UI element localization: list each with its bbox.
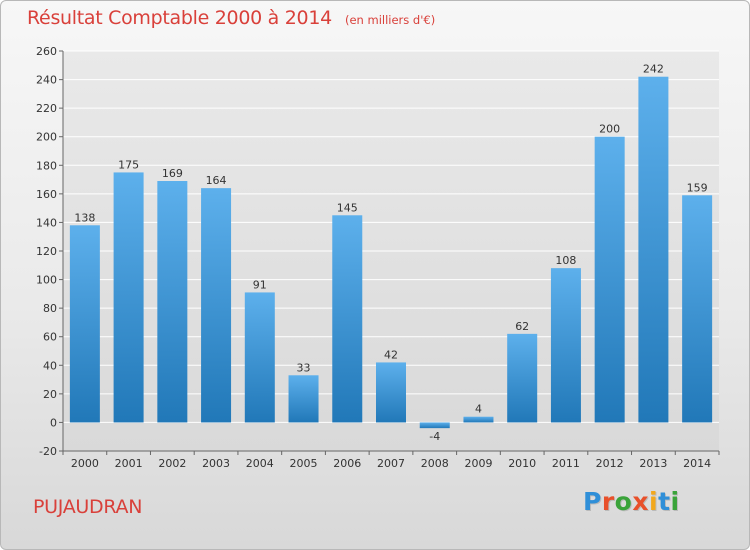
value-label-2013: 242 bbox=[643, 63, 664, 76]
y-tick-label: 80 bbox=[43, 302, 57, 315]
x-tick-label: 2000 bbox=[71, 457, 99, 470]
y-tick-label: 180 bbox=[36, 159, 57, 172]
brand-letter: x bbox=[632, 487, 649, 516]
y-tick-label: 100 bbox=[36, 274, 57, 287]
x-tick-label: 2001 bbox=[115, 457, 143, 470]
value-label-2000: 138 bbox=[74, 211, 95, 224]
x-tick-label: 2003 bbox=[202, 457, 230, 470]
bar-2006 bbox=[332, 215, 363, 423]
y-tick-label: 240 bbox=[36, 74, 57, 87]
bar-2010 bbox=[507, 333, 538, 423]
x-tick-label: 2005 bbox=[290, 457, 318, 470]
x-tick-label: 2002 bbox=[158, 457, 186, 470]
brand-letter: r bbox=[601, 487, 615, 516]
x-tick-label: 2006 bbox=[333, 457, 361, 470]
brand-letter: i bbox=[670, 487, 680, 516]
y-tick-label: 260 bbox=[36, 45, 57, 58]
bar-2000 bbox=[69, 225, 100, 423]
x-tick-label: 2004 bbox=[246, 457, 274, 470]
value-labels: 138 175 169 164 91 33 145 42 -4 4 62 108 200 242 159 bbox=[74, 63, 707, 443]
bar-2012 bbox=[594, 136, 625, 423]
bar-2001 bbox=[113, 172, 144, 423]
commune-name: PUJAUDRAN bbox=[33, 496, 143, 518]
y-axis-ticks: -20 0 20 40 60 80 100 120 140 160 180 200 220 240 260 bbox=[36, 45, 63, 458]
x-tick-label: 2010 bbox=[508, 457, 536, 470]
value-label-2005: 33 bbox=[297, 361, 311, 374]
value-label-2011: 108 bbox=[555, 254, 576, 267]
y-tick-label: -20 bbox=[39, 445, 57, 458]
value-label-2012: 200 bbox=[599, 123, 620, 136]
bar-2011 bbox=[550, 268, 581, 423]
x-tick-label: 2008 bbox=[421, 457, 449, 470]
y-tick-label: 20 bbox=[43, 388, 57, 401]
title-row: Résultat Comptable 2000 à 2014 (en milli… bbox=[27, 7, 435, 29]
value-label-2007: 42 bbox=[384, 348, 398, 361]
x-tick-label: 2009 bbox=[464, 457, 492, 470]
brand-letter: P bbox=[583, 487, 602, 516]
x-tick-label: 2013 bbox=[639, 457, 667, 470]
bar-2003 bbox=[201, 188, 232, 423]
value-label-2008: -4 bbox=[429, 430, 440, 443]
chart-subtitle: (en milliers d'€) bbox=[344, 13, 436, 27]
brand-logo: Proxiti bbox=[583, 487, 680, 516]
value-label-2009: 4 bbox=[475, 403, 482, 416]
bar-2009 bbox=[463, 416, 494, 423]
y-tick-label: 220 bbox=[36, 102, 57, 115]
brand-letter: t bbox=[658, 487, 671, 516]
value-label-2001: 175 bbox=[118, 158, 139, 171]
bar-2005 bbox=[288, 375, 319, 423]
y-tick-label: 140 bbox=[36, 216, 57, 229]
bar-2008 bbox=[419, 422, 450, 429]
chart-title: Résultat Comptable 2000 à 2014 bbox=[27, 7, 332, 29]
brand-letter: o bbox=[614, 487, 633, 516]
bar-2002 bbox=[157, 181, 188, 423]
x-tick-label: 2007 bbox=[377, 457, 405, 470]
brand-letter: i bbox=[649, 487, 659, 516]
y-tick-label: 120 bbox=[36, 245, 57, 258]
x-tick-label: 2012 bbox=[596, 457, 624, 470]
bars bbox=[69, 76, 713, 429]
y-tick-label: 0 bbox=[50, 416, 57, 429]
x-tick-label: 2011 bbox=[552, 457, 580, 470]
bar-2004 bbox=[244, 292, 275, 423]
bar-2013 bbox=[638, 76, 669, 423]
y-tick-label: 200 bbox=[36, 131, 57, 144]
bar-2014 bbox=[682, 195, 713, 423]
x-axis-ticks: 2000 2001 2002 2003 2004 2005 2006 2007 2008 2009… bbox=[62, 451, 720, 470]
x-tick-label: 2014 bbox=[683, 457, 711, 470]
value-label-2010: 62 bbox=[515, 320, 529, 333]
value-label-2003: 164 bbox=[206, 174, 227, 187]
y-tick-label: 60 bbox=[43, 331, 57, 344]
value-label-2004: 91 bbox=[253, 278, 267, 291]
y-tick-label: 160 bbox=[36, 188, 57, 201]
value-label-2014: 159 bbox=[687, 181, 708, 194]
value-label-2006: 145 bbox=[337, 201, 358, 214]
bar-2007 bbox=[376, 362, 406, 423]
value-label-2002: 169 bbox=[162, 167, 183, 180]
y-tick-label: 40 bbox=[43, 359, 57, 372]
